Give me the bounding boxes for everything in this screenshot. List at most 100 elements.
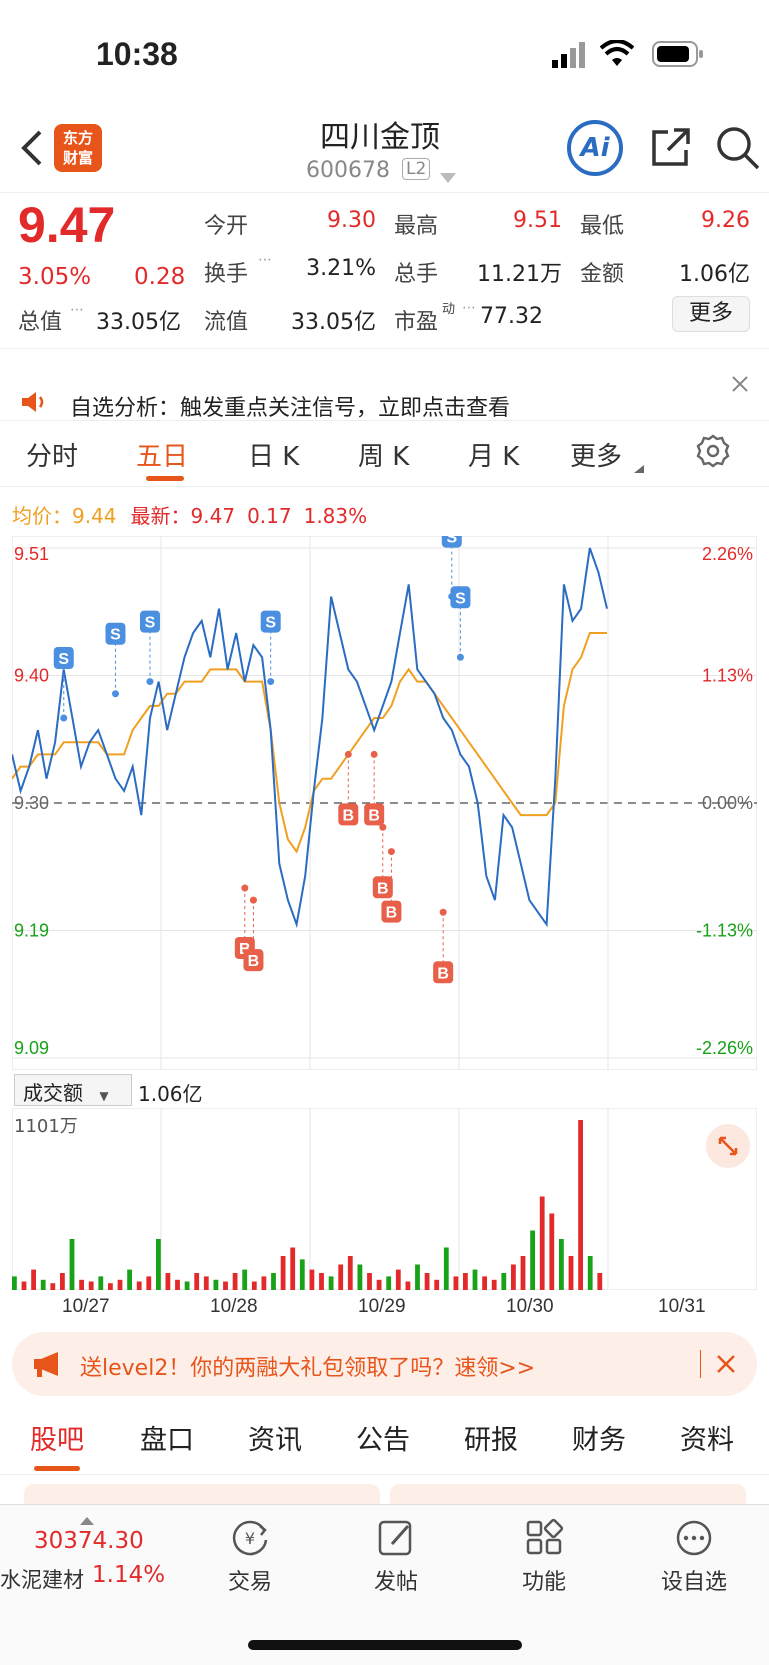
marker-dot xyxy=(111,690,119,698)
marker-badge xyxy=(450,586,471,609)
notice-text[interactable]: 自选分析：触发重点关注信号，立即点击查看 xyxy=(70,396,511,421)
mktcap-value: 33.05亿 xyxy=(96,310,181,335)
stock-code: 600678 xyxy=(306,158,390,183)
y-tick-left: 9.09 xyxy=(14,1038,49,1058)
pe-superscript: 动 xyxy=(442,302,456,317)
index-pct[interactable]: 1.14% xyxy=(92,1562,166,1588)
marker-dot xyxy=(439,908,447,916)
nav-functions[interactable]: 功能 xyxy=(504,1518,584,1596)
tab-research[interactable]: 研报 xyxy=(464,1425,518,1456)
volume-chart[interactable] xyxy=(12,1108,757,1290)
volume-bar xyxy=(530,1230,535,1290)
current-price: 9.47 xyxy=(18,197,116,253)
volume-selector-label: 成交额 xyxy=(23,1081,83,1105)
tab-five-day[interactable]: 五日 xyxy=(136,442,189,472)
trade-icon: ¥ xyxy=(232,1520,268,1556)
volume-bar xyxy=(12,1276,17,1290)
nav-trade[interactable]: ¥ 交易 xyxy=(210,1518,290,1596)
nav-add-watchlist[interactable]: 设自选 xyxy=(652,1518,736,1596)
volume-bar xyxy=(299,1259,305,1290)
info-icon[interactable]: ⋯ xyxy=(462,300,476,316)
tab-more[interactable]: 更多 xyxy=(570,442,623,472)
index-value[interactable]: 30374.30 xyxy=(34,1528,144,1554)
search-icon[interactable] xyxy=(714,124,762,176)
signal-icon xyxy=(552,42,588,72)
volume-frame xyxy=(12,1108,757,1290)
promo-text[interactable]: 送level2！你的两融大礼包领取了吗？速领>> xyxy=(80,1356,536,1381)
marker-badge xyxy=(433,961,454,984)
expand-icon[interactable] xyxy=(706,1124,750,1168)
share-icon[interactable] xyxy=(648,126,692,174)
promo-banner[interactable]: 送level2！你的两融大礼包领取了吗？速领>> xyxy=(12,1332,757,1396)
y-tick-right: 0.00% xyxy=(702,793,753,813)
close-icon[interactable] xyxy=(716,1354,736,1378)
latest-value: 9.47 xyxy=(190,504,236,528)
buy-marker-label: B xyxy=(437,965,449,982)
volume-bar xyxy=(597,1273,603,1290)
marker-dot xyxy=(344,750,352,758)
x-label: 10/28 xyxy=(210,1296,258,1317)
volume-selector[interactable]: 成交额 ▼ xyxy=(14,1074,132,1106)
tab-monthly-k[interactable]: 月 K xyxy=(468,442,520,472)
volume-bar xyxy=(21,1281,27,1290)
sell-marker-label: S xyxy=(265,615,276,632)
chevron-down-icon[interactable] xyxy=(440,168,456,187)
tab-financials[interactable]: 财务 xyxy=(572,1425,626,1456)
tab-profile[interactable]: 资料 xyxy=(680,1425,734,1456)
y-tick-right: 2.26% xyxy=(702,544,753,564)
volume-bar xyxy=(587,1256,593,1290)
marker-badge xyxy=(260,610,281,633)
volume-bar xyxy=(31,1269,36,1290)
tab-active-indicator xyxy=(146,476,184,481)
tab-weekly-k[interactable]: 周 K xyxy=(358,442,410,472)
nav-add-watchlist-label: 设自选 xyxy=(660,1570,727,1595)
home-indicator xyxy=(248,1640,522,1650)
buy-marker-label: B xyxy=(248,953,260,970)
high-label: 最高 xyxy=(394,214,439,239)
volume-bar xyxy=(424,1273,430,1290)
low-label: 最低 xyxy=(580,214,625,239)
logo-line1: 东方 xyxy=(62,129,93,147)
volume-bar xyxy=(156,1239,161,1290)
tab-minute[interactable]: 分时 xyxy=(26,442,79,472)
back-icon[interactable] xyxy=(18,128,46,172)
y-tick-left: 9.40 xyxy=(14,666,49,686)
volume-bar xyxy=(242,1269,248,1290)
volume-bar xyxy=(223,1281,228,1290)
index-name[interactable]: 水泥建材 xyxy=(0,1568,84,1592)
tab-forum[interactable]: 股吧 xyxy=(30,1425,84,1456)
info-icon[interactable]: ⋯ xyxy=(258,252,272,268)
close-icon[interactable] xyxy=(730,374,750,398)
marker-badge xyxy=(372,876,393,899)
info-icon[interactable]: ⋯ xyxy=(70,302,84,318)
x-label: 10/30 xyxy=(506,1296,554,1317)
divider xyxy=(0,1474,769,1475)
tab-news[interactable]: 资讯 xyxy=(248,1425,302,1456)
tab-daily-k[interactable]: 日 K xyxy=(248,442,300,472)
caret-icon xyxy=(634,458,644,477)
tab-announcements[interactable]: 公告 xyxy=(356,1425,410,1456)
latest-change: 0.17 xyxy=(247,504,292,528)
gear-icon[interactable] xyxy=(696,434,730,472)
nav-post[interactable]: 发帖 xyxy=(356,1518,436,1596)
volume-value: 1.06亿 xyxy=(138,1082,203,1106)
battery-icon xyxy=(652,40,704,72)
volume-bar xyxy=(405,1281,411,1290)
volume-bar xyxy=(69,1239,75,1290)
volume-bar xyxy=(415,1264,420,1290)
volume-bar xyxy=(511,1264,516,1290)
volume-bar xyxy=(520,1256,526,1290)
more-button[interactable]: 更多 xyxy=(672,296,750,332)
marker-badge xyxy=(441,536,462,548)
grid-icon xyxy=(526,1518,564,1555)
stock-name[interactable]: 四川金顶 xyxy=(320,120,440,155)
price-chart[interactable]: 9.51 9.40 9.30 9.19 9.09 2.26% 1.13% 0.00% -1.13… xyxy=(12,536,757,1070)
level-badge[interactable]: L2 xyxy=(402,158,431,180)
avg-value: 9.44 xyxy=(72,504,117,528)
tab-orderbook[interactable]: 盘口 xyxy=(140,1425,194,1456)
edit-icon xyxy=(378,1520,412,1556)
volume-bar xyxy=(232,1273,238,1290)
ai-button[interactable]: Ai xyxy=(567,120,623,176)
logo-line2: 财富 xyxy=(62,149,93,167)
marker-dot xyxy=(379,823,387,831)
